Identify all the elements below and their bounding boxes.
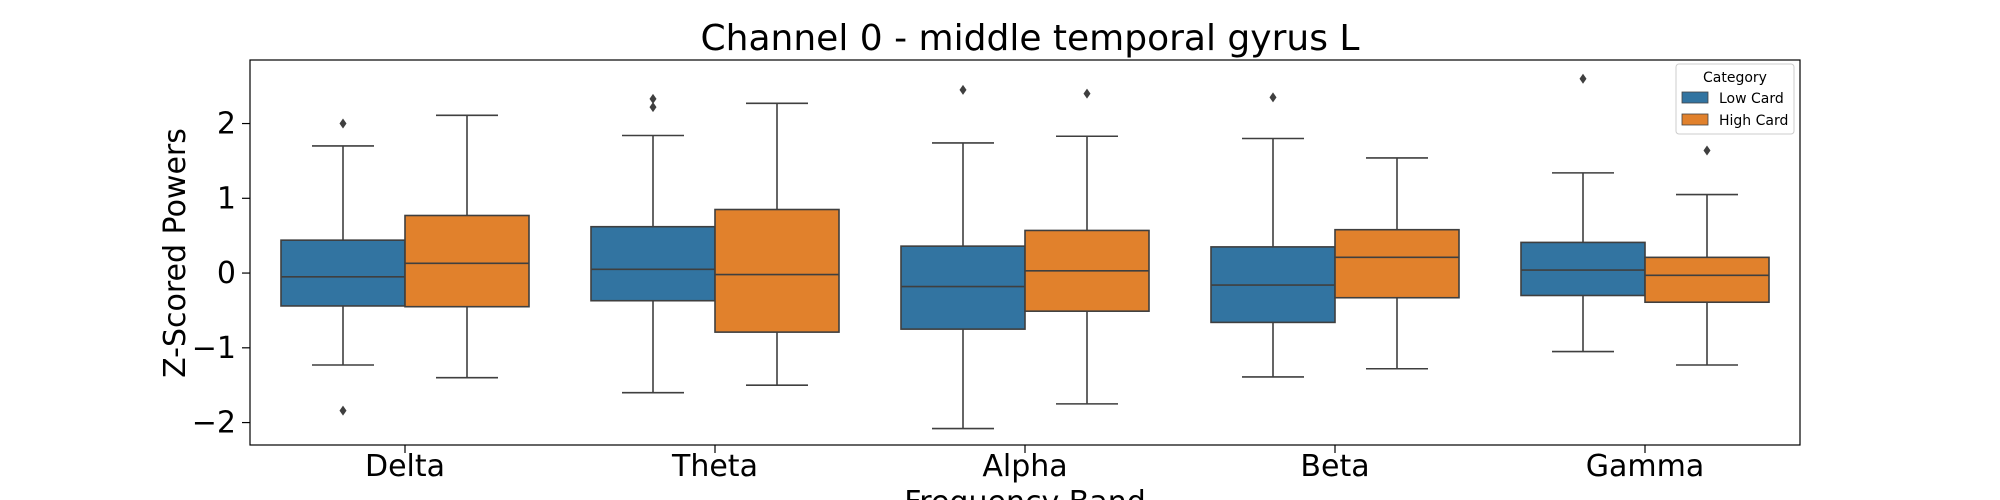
outlier-point xyxy=(649,93,657,104)
y-tick-label: 2 xyxy=(217,107,236,142)
box-delta-low-card xyxy=(280,118,406,416)
box-beta-high-card xyxy=(1334,157,1460,370)
outlier-point xyxy=(1083,88,1091,99)
y-axis: −2 −1 0 1 2 xyxy=(192,107,250,441)
chart-title: Channel 0 - middle temporal gyrus L xyxy=(701,18,1360,59)
legend: Category Low Card High Card xyxy=(1675,63,1795,135)
box-delta-high-card xyxy=(404,114,530,379)
outlier-point xyxy=(1579,73,1587,84)
legend-label-low-card: Low Card xyxy=(1719,91,1784,107)
box-iqr xyxy=(1334,228,1460,299)
box-iqr xyxy=(714,208,840,333)
y-tick-label: 1 xyxy=(217,181,236,216)
legend-title: Category xyxy=(1703,70,1767,86)
legend-swatch-low-card xyxy=(1681,91,1709,104)
outlier-point xyxy=(339,118,347,129)
box-iqr xyxy=(1644,256,1770,304)
x-tick-label: Theta xyxy=(671,449,758,484)
box-alpha-high-card xyxy=(1024,88,1150,405)
y-tick-label: −2 xyxy=(192,406,236,441)
box-gamma-low-card xyxy=(1520,73,1646,353)
box-iqr xyxy=(280,239,406,307)
outlier-point xyxy=(1703,145,1711,156)
y-tick-label: −1 xyxy=(192,331,236,366)
box-gamma-high-card xyxy=(1644,145,1770,366)
box-iqr xyxy=(900,245,1026,330)
box-beta-low-card xyxy=(1210,92,1336,378)
x-tick-label: Alpha xyxy=(982,449,1067,484)
outlier-point xyxy=(1269,92,1277,103)
x-axis: Delta Theta Alpha Beta Gamma xyxy=(365,445,1704,484)
legend-label-high-card: High Card xyxy=(1719,113,1788,129)
box-theta-high-card xyxy=(714,102,840,386)
x-tick-label: Delta xyxy=(365,449,445,484)
y-tick-label: 0 xyxy=(217,256,236,291)
box-iqr xyxy=(404,214,530,308)
outlier-point xyxy=(339,405,347,416)
outlier-point xyxy=(649,102,657,113)
box-iqr xyxy=(590,225,716,302)
legend-swatch-high-card xyxy=(1681,113,1709,126)
y-axis-label: Z-Scored Powers xyxy=(158,128,193,378)
box-alpha-low-card xyxy=(900,84,1026,430)
box-groups xyxy=(280,73,1770,430)
outlier-point xyxy=(959,84,967,95)
box-iqr xyxy=(1520,241,1646,297)
box-theta-low-card xyxy=(590,93,716,394)
x-axis-label: Frequency Band xyxy=(904,485,1146,500)
x-tick-label: Beta xyxy=(1300,449,1369,484)
x-tick-label: Gamma xyxy=(1586,449,1704,484)
